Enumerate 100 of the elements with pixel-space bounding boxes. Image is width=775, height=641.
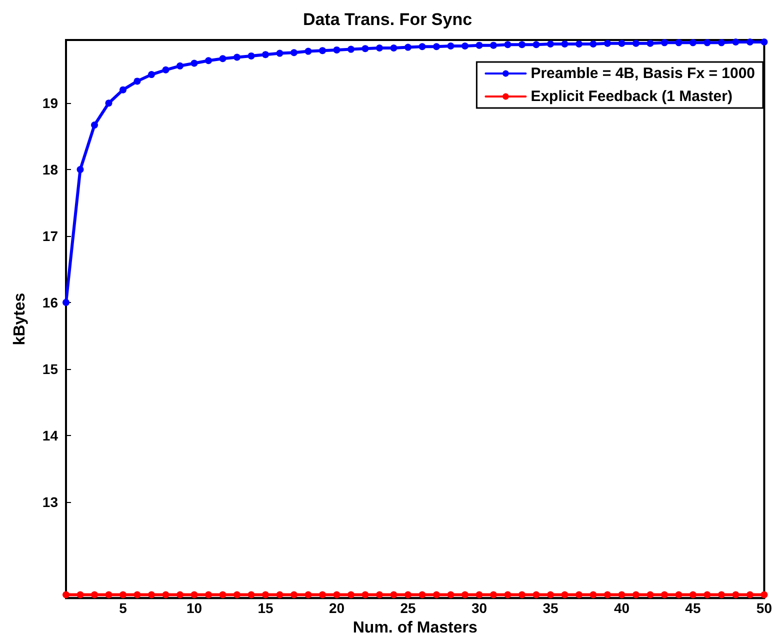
point	[347, 46, 354, 53]
point	[262, 51, 269, 58]
point	[760, 591, 768, 598]
point	[404, 591, 412, 598]
point	[476, 42, 483, 49]
y-tick-label: 19	[42, 95, 58, 112]
point	[304, 591, 312, 598]
point	[219, 55, 226, 62]
point	[476, 591, 483, 598]
y-tick-label: 13	[42, 494, 58, 510]
x-tick-label: 40	[614, 600, 630, 616]
point	[76, 166, 84, 174]
point	[718, 39, 725, 46]
point	[333, 591, 340, 598]
point	[732, 591, 740, 598]
point	[234, 54, 240, 61]
point	[432, 591, 440, 598]
point	[689, 591, 696, 598]
x-tick-label: 10	[186, 600, 202, 616]
point	[746, 38, 754, 46]
x-axis-title: Num. of Masters	[352, 620, 478, 636]
point	[62, 298, 70, 306]
point	[461, 42, 468, 50]
x-tick-label: 30	[471, 600, 488, 616]
point	[362, 45, 369, 52]
point	[575, 40, 582, 48]
point	[148, 71, 155, 78]
point	[318, 47, 326, 54]
point	[760, 38, 768, 46]
point	[746, 591, 754, 598]
point	[704, 39, 711, 46]
point	[675, 39, 682, 46]
point	[590, 40, 597, 48]
point	[148, 591, 155, 598]
point	[91, 122, 98, 129]
point	[276, 50, 284, 57]
chart-title: Data Trans. For Sync	[302, 10, 472, 29]
point	[248, 591, 255, 598]
point	[532, 591, 540, 598]
point	[262, 591, 269, 598]
point	[248, 52, 255, 60]
point	[546, 591, 554, 598]
point	[362, 591, 369, 598]
point	[546, 40, 554, 48]
point	[632, 40, 640, 47]
point	[461, 591, 468, 598]
point	[205, 591, 212, 598]
y-tick-label: 18	[42, 162, 58, 178]
point	[518, 41, 526, 48]
point	[62, 591, 70, 598]
point	[518, 591, 526, 598]
point	[704, 591, 711, 598]
point	[134, 591, 141, 598]
point	[604, 591, 611, 598]
point	[205, 57, 212, 64]
point	[646, 40, 654, 47]
point	[162, 591, 170, 598]
point	[91, 591, 98, 598]
point	[689, 39, 696, 46]
point	[347, 591, 354, 598]
point	[490, 591, 497, 598]
y-tick-label: 17	[42, 228, 58, 244]
point	[162, 66, 170, 74]
point	[390, 591, 398, 598]
x-tick-label: 45	[685, 600, 701, 616]
x-tick-label: 20	[328, 600, 345, 616]
x-tick-label: 5	[119, 600, 128, 616]
point	[532, 41, 540, 48]
point	[290, 591, 298, 598]
point	[105, 100, 112, 107]
point	[490, 42, 497, 49]
point	[190, 60, 198, 67]
point	[120, 86, 126, 94]
point	[219, 591, 226, 598]
point	[504, 41, 512, 48]
y-axis-title: kBytes	[12, 292, 28, 346]
x-tick-label: 15	[258, 600, 274, 616]
point	[190, 591, 198, 598]
point	[447, 42, 454, 50]
x-tick-label: 25	[400, 600, 416, 616]
y-tick-label: 15	[42, 360, 58, 377]
legend-label: Preamble = 4B, Basis Fx = 1000	[530, 65, 756, 82]
point	[418, 43, 426, 50]
point	[718, 591, 725, 598]
point	[660, 591, 668, 598]
point	[105, 591, 112, 598]
point	[376, 591, 383, 598]
point	[432, 43, 440, 50]
point	[590, 591, 597, 598]
point	[176, 62, 184, 70]
point	[376, 44, 383, 52]
x-tick-label: 35	[542, 600, 558, 616]
point	[675, 591, 682, 598]
point	[646, 591, 654, 598]
point	[632, 591, 640, 598]
point	[120, 591, 126, 598]
point	[290, 49, 298, 56]
point	[732, 38, 740, 46]
x-tick-label: 50	[756, 600, 772, 616]
point	[561, 591, 568, 598]
